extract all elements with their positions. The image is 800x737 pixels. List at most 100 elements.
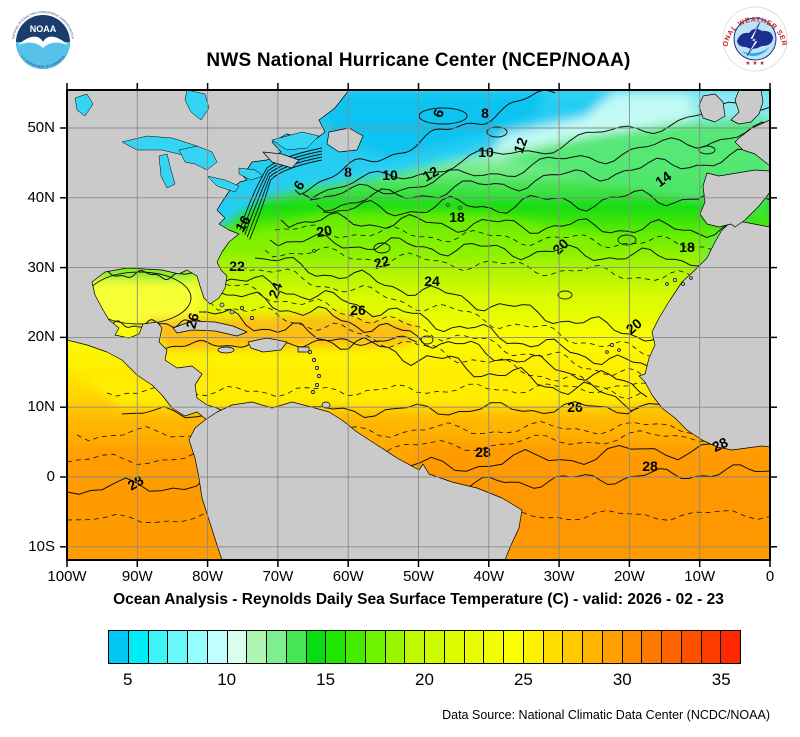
colorbar-cell bbox=[286, 631, 307, 663]
contour-line bbox=[76, 421, 728, 442]
colorbar-tick-label: 5 bbox=[123, 670, 133, 689]
gulf-of-st-lawrence bbox=[271, 131, 320, 151]
nws-stars: ★ ★ ★ bbox=[745, 60, 764, 67]
colorbar-cell bbox=[504, 631, 524, 663]
map-caption: Ocean Analysis - Reynolds Daily Sea Surf… bbox=[113, 591, 724, 608]
lon-tick-label: 60W bbox=[332, 568, 364, 585]
contour-label: 16 bbox=[232, 213, 254, 235]
contour-label: 28 bbox=[475, 444, 491, 460]
grid-lines bbox=[67, 90, 770, 560]
contour-line bbox=[322, 184, 770, 217]
lake-michigan bbox=[158, 153, 176, 189]
contour-label: 24 bbox=[424, 273, 440, 289]
colorbar-cell bbox=[721, 631, 740, 663]
contour-line-coastal bbox=[239, 147, 323, 231]
contour-label: 22 bbox=[229, 258, 245, 274]
lon-tick-label: 70W bbox=[262, 568, 294, 585]
colorbar-cell bbox=[622, 631, 643, 663]
colorbar-cell bbox=[543, 631, 564, 663]
james-bay bbox=[184, 90, 210, 121]
colorbar-cell bbox=[563, 631, 583, 663]
contour-ring bbox=[418, 107, 468, 125]
lat-tick-label: 0 bbox=[46, 468, 55, 485]
map-frame bbox=[66, 89, 771, 561]
nws-lightning-icon bbox=[746, 21, 761, 57]
colorbar-tick-label: 25 bbox=[513, 670, 533, 689]
lon-tick-label: 50W bbox=[403, 568, 434, 585]
contour-line bbox=[218, 291, 648, 398]
contour-label: 28 bbox=[642, 458, 658, 474]
lat-tick-label: 50N bbox=[27, 119, 55, 136]
lat-tick-label: 30N bbox=[27, 258, 55, 276]
contour-line bbox=[294, 90, 556, 195]
contour-line bbox=[254, 256, 684, 342]
land-nova-scotia bbox=[262, 151, 300, 169]
contour-line-coastal bbox=[249, 159, 323, 240]
colorbar-cell bbox=[444, 631, 465, 663]
temperature-colorbar bbox=[108, 630, 741, 664]
axis-ticks bbox=[60, 83, 777, 567]
colorbar-cell bbox=[642, 631, 662, 663]
contour-line bbox=[67, 430, 723, 465]
contour-label: 18 bbox=[449, 209, 465, 225]
page-title: NWS National Hurricane Center (NCEP/NOAA… bbox=[206, 50, 631, 71]
colorbar-tick-label: 15 bbox=[316, 670, 336, 689]
contour-line bbox=[106, 382, 668, 398]
contour-line bbox=[280, 212, 732, 239]
colorbar-cell bbox=[583, 631, 603, 663]
contour-label: 12 bbox=[510, 135, 530, 155]
contour-line-coastal bbox=[244, 153, 323, 235]
land-south-america bbox=[188, 401, 523, 560]
noaa-logo-sea bbox=[16, 42, 70, 69]
data-source-note: Data Source: National Climatic Data Cent… bbox=[442, 708, 770, 722]
contour-label: 8 bbox=[481, 105, 489, 121]
contour-ring bbox=[420, 335, 434, 345]
contour-label: 22 bbox=[372, 252, 391, 272]
lon-tick-label: 80W bbox=[192, 568, 224, 585]
lat-tick-label: 10S bbox=[28, 537, 55, 555]
lake-erie bbox=[206, 175, 240, 193]
colorbar-cell bbox=[306, 631, 327, 663]
colorbar-cell bbox=[346, 631, 366, 663]
land-africa bbox=[638, 219, 770, 451]
lake-ontario bbox=[238, 167, 264, 181]
island-cuba bbox=[172, 320, 248, 337]
contour-line bbox=[316, 148, 770, 212]
colorbar-cell bbox=[681, 631, 702, 663]
lon-tick-label: 40W bbox=[473, 568, 505, 585]
colorbar-cell bbox=[365, 631, 386, 663]
colorbar-cell bbox=[109, 631, 129, 663]
colorbar-cell bbox=[602, 631, 623, 663]
contour-line bbox=[264, 246, 712, 281]
colorbar-tick-labels: 5 10 15 20 25 30 35 bbox=[108, 670, 741, 692]
island-hispaniola bbox=[247, 337, 288, 353]
colorbar-tick-label: 20 bbox=[415, 670, 434, 689]
colorbar-cell bbox=[148, 631, 169, 663]
colorbar-tick-label: 10 bbox=[217, 670, 237, 689]
lat-tick-label: 20N bbox=[27, 328, 55, 346]
contour-label: 24 bbox=[265, 280, 285, 300]
colorbar-tick-label: 30 bbox=[612, 670, 632, 689]
contour-label: 26 bbox=[182, 311, 202, 330]
lat-tick-label: 10N bbox=[27, 398, 55, 416]
noaa-acronym: NOAA bbox=[30, 24, 57, 34]
colorbar-cell bbox=[326, 631, 346, 663]
contour-label: 26 bbox=[350, 302, 366, 318]
lon-tick-label: 20W bbox=[613, 568, 645, 585]
noaa-logo: NOAA NATIONAL OCEANIC AND ATMOSPHERIC AD… bbox=[10, 8, 76, 74]
land-britain bbox=[730, 90, 764, 125]
lon-tick-label: 100W bbox=[47, 568, 87, 585]
lon-tick-label: 0 bbox=[765, 568, 775, 585]
island-puerto-rico bbox=[297, 346, 310, 353]
contour-label: 18 bbox=[679, 239, 695, 255]
contour-line bbox=[94, 319, 208, 331]
nws-logo: NATIONAL WEATHER SERVICE ★ ★ ★ bbox=[722, 6, 788, 72]
lat-tick-label: 40N bbox=[27, 188, 55, 206]
lon-tick-label: 30W bbox=[543, 568, 575, 585]
colorbar-cell bbox=[484, 631, 504, 663]
colorbar-cell bbox=[188, 631, 208, 663]
contour-ring bbox=[698, 145, 716, 155]
colorbar-tick-label: 35 bbox=[711, 670, 731, 689]
colorbar-cell bbox=[425, 631, 445, 663]
